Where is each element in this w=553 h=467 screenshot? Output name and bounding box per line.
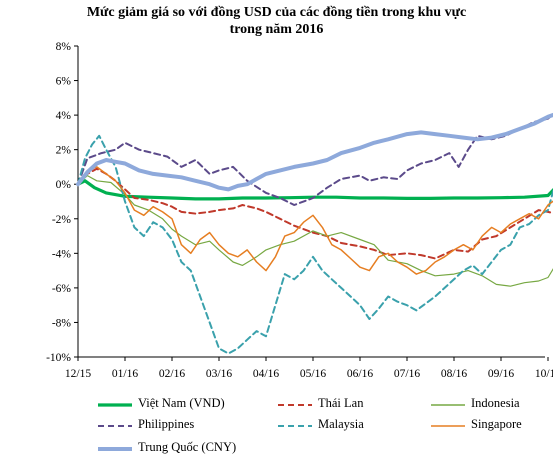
series-line-3 bbox=[77, 112, 553, 206]
chart-title: Mức giảm giá so với đồng USD của các đồn… bbox=[0, 4, 553, 38]
x-tick-label: 05/16 bbox=[300, 368, 326, 380]
x-tick-label: 02/16 bbox=[159, 368, 185, 380]
x-tick-label: 10/16 bbox=[535, 368, 553, 380]
x-tick-label: 09/16 bbox=[488, 368, 514, 380]
y-tick-label: -8% bbox=[52, 317, 72, 329]
series-line-1 bbox=[77, 167, 553, 260]
y-tick-label: 0% bbox=[56, 179, 72, 191]
series-line-6 bbox=[76, 112, 553, 192]
series-line-0 bbox=[76, 179, 553, 201]
chart-title-line-1: Mức giảm giá so với đồng USD của các đồn… bbox=[86, 5, 467, 20]
x-tick-label: 04/16 bbox=[253, 368, 279, 380]
y-tick-label: 2% bbox=[56, 145, 72, 157]
series-line-5 bbox=[77, 166, 553, 275]
y-tick-label: -2% bbox=[52, 214, 72, 226]
x-tick-label: 03/16 bbox=[206, 368, 232, 380]
y-tick-label: -6% bbox=[52, 283, 72, 295]
x-tick-label: 06/16 bbox=[347, 368, 373, 380]
y-tick-label: -4% bbox=[52, 248, 72, 260]
chart-series bbox=[76, 112, 553, 355]
y-tick-label: 8% bbox=[56, 41, 72, 53]
x-tick-label: 12/15 bbox=[65, 368, 91, 380]
series-line-2 bbox=[77, 175, 553, 287]
x-tick-label: 08/16 bbox=[441, 368, 467, 380]
x-tick-label: 07/16 bbox=[394, 368, 420, 380]
x-tick-label: 01/16 bbox=[112, 368, 138, 380]
y-tick-label: -10% bbox=[46, 352, 71, 364]
chart-title-line-2: trong năm 2016 bbox=[229, 22, 324, 37]
y-tick-label: 4% bbox=[56, 110, 72, 122]
chart-axes: 8% 6% 4% 2% 0% -2% -4% -6% -8% -10% 12/15 01/16 02/1… bbox=[46, 41, 553, 380]
series-line-4 bbox=[77, 134, 553, 355]
y-tick-label: 6% bbox=[56, 76, 72, 88]
